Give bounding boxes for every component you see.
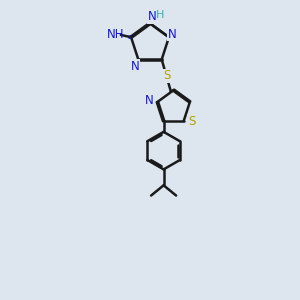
Text: NH: NH xyxy=(106,28,124,41)
Text: N: N xyxy=(131,60,140,73)
Text: H: H xyxy=(156,11,164,20)
Text: S: S xyxy=(163,70,170,83)
Text: N: N xyxy=(148,10,157,23)
Text: N: N xyxy=(145,94,154,107)
Text: S: S xyxy=(188,115,195,128)
Text: ₂: ₂ xyxy=(128,31,131,41)
Text: N: N xyxy=(167,28,176,41)
